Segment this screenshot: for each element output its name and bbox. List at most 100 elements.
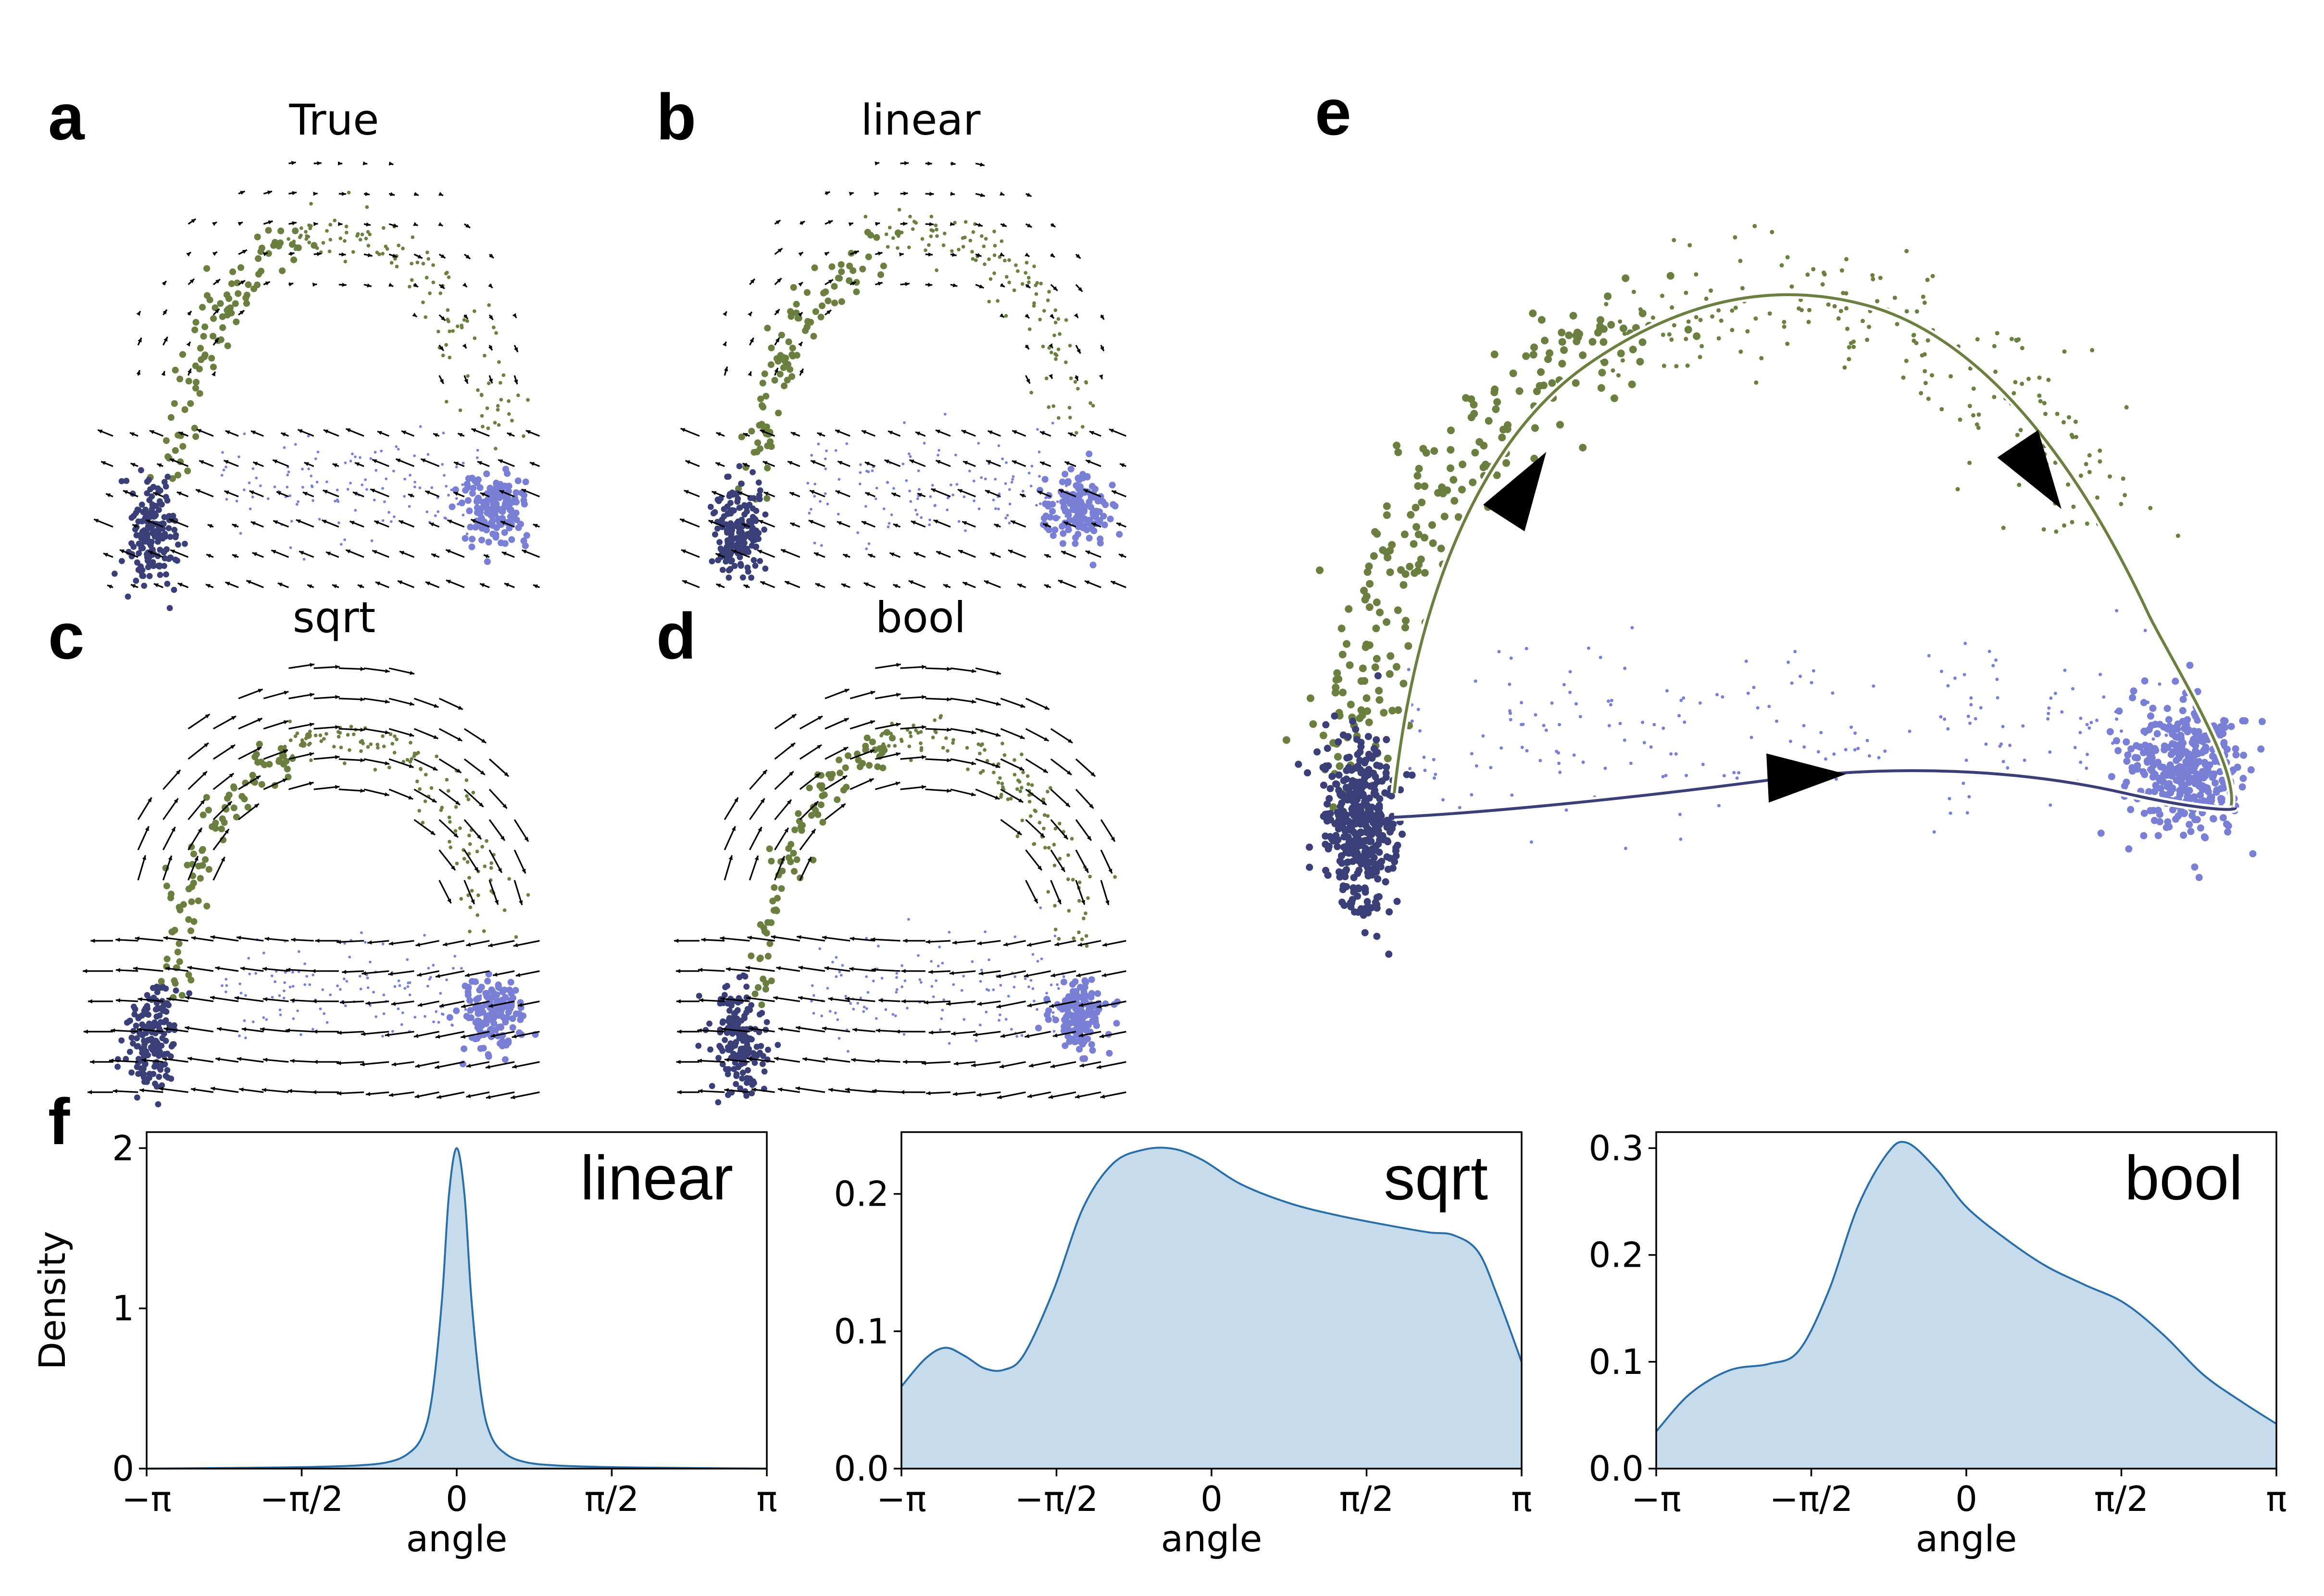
- scatter-point-green: [293, 734, 298, 738]
- scatter-point-green: [1693, 332, 1701, 340]
- scatter-point-dark-blue: [1356, 778, 1363, 786]
- velocity-arrowhead: [900, 1090, 904, 1095]
- scatter-point-light-blue: [813, 541, 816, 545]
- scatter-point-dark-blue: [162, 483, 169, 490]
- scatter-point-green: [1406, 562, 1414, 571]
- velocity-arrowhead: [748, 312, 752, 317]
- scatter-point-light-blue: [999, 984, 1002, 987]
- scatter-point-green: [305, 234, 309, 238]
- velocity-arrow: [870, 938, 900, 942]
- scatter-point-green: [738, 433, 745, 440]
- scatter-point-green: [1386, 670, 1394, 678]
- scatter-point-dark-blue: [1341, 873, 1349, 881]
- velocity-arrowhead: [971, 699, 976, 704]
- scatter-point-light-blue: [515, 524, 522, 531]
- scatter-point-green: [1067, 909, 1071, 913]
- scatter-point-dark-blue: [157, 572, 163, 578]
- scatter-point-green: [255, 255, 262, 262]
- velocity-arrowhead: [928, 283, 933, 287]
- velocity-arrowhead: [488, 378, 493, 384]
- velocity-arrowhead: [214, 309, 220, 313]
- scatter-point-green: [265, 227, 272, 234]
- velocity-arrowhead: [862, 430, 867, 435]
- scatter-point-light-blue: [835, 956, 838, 959]
- scatter-point-green: [1546, 349, 1554, 357]
- scatter-point-green: [1492, 405, 1500, 413]
- velocity-arrowhead: [215, 966, 220, 971]
- velocity-arrowhead: [962, 582, 968, 586]
- scatter-point-light-blue: [375, 1015, 378, 1018]
- scatter-point-light-blue: [987, 958, 991, 961]
- scatter-point-light-blue: [366, 976, 369, 980]
- scatter-point-light-blue: [838, 970, 841, 973]
- velocity-arrow: [388, 970, 414, 975]
- scatter-point-green: [919, 741, 923, 745]
- scatter-point-green: [838, 268, 845, 275]
- scatter-point-light-blue: [1065, 526, 1072, 534]
- velocity-arrowhead: [1020, 735, 1025, 739]
- scatter-point-green: [840, 786, 847, 794]
- scatter-point-green: [1046, 298, 1050, 302]
- scatter-point-green: [210, 315, 217, 322]
- scatter-point-light-blue: [329, 993, 332, 997]
- scatter-point-green: [837, 769, 844, 776]
- scatter-point-green: [1042, 813, 1047, 817]
- scatter-point-light-blue: [1062, 479, 1065, 483]
- velocity-arrowhead: [199, 460, 204, 464]
- scatter-point-green: [436, 329, 440, 334]
- scatter-point-green: [2020, 381, 2024, 386]
- velocity-arrowhead: [1065, 802, 1070, 807]
- scatter-point-light-blue: [476, 449, 479, 452]
- velocity-arrow: [260, 1028, 289, 1033]
- scatter-point-dark-blue: [144, 490, 150, 497]
- scatter-point-green: [411, 235, 415, 239]
- velocity-arrowhead: [162, 310, 167, 314]
- scatter-point-light-blue: [363, 941, 367, 944]
- scatter-point-light-blue: [437, 510, 440, 513]
- scatter-point-dark-blue: [132, 526, 138, 533]
- scatter-point-light-blue: [844, 995, 848, 998]
- scatter-point-green: [415, 779, 419, 784]
- scatter-point-dark-blue: [162, 1072, 169, 1079]
- scatter-point-green: [773, 906, 780, 913]
- scatter-point-green: [946, 749, 950, 753]
- velocity-arrowhead: [367, 940, 372, 945]
- velocity-arrowhead: [807, 857, 812, 862]
- velocity-arrowhead: [724, 366, 728, 372]
- scatter-point-dark-blue: [696, 993, 702, 999]
- scatter-point-light-blue: [886, 481, 889, 484]
- scatter-point-green: [1067, 406, 1072, 410]
- scatter-point-green: [1373, 598, 1381, 607]
- velocity-arrowhead: [393, 223, 398, 228]
- scatter-point-green: [1052, 843, 1056, 847]
- scatter-point-green: [1053, 826, 1058, 831]
- scatter-point-light-blue: [501, 529, 508, 536]
- velocity-arrowhead: [250, 430, 256, 435]
- scatter-point-green: [424, 773, 428, 777]
- scatter-point-green: [2107, 474, 2112, 479]
- velocity-arrowhead: [162, 1057, 167, 1061]
- scatter-point-green: [428, 291, 432, 295]
- scatter-point-green: [1694, 272, 1699, 277]
- scatter-point-green: [812, 807, 819, 814]
- scatter-point-green: [366, 244, 371, 248]
- velocity-arrowhead: [178, 432, 184, 436]
- scatter-point-light-blue: [968, 469, 971, 473]
- scatter-point-green: [961, 245, 965, 249]
- scatter-point-light-blue: [1036, 428, 1039, 431]
- velocity-arrowhead: [1000, 191, 1005, 196]
- scatter-point-dark-blue: [1333, 781, 1340, 788]
- velocity-arrowhead: [326, 551, 331, 556]
- scatter-point-green: [425, 250, 429, 254]
- scatter-point-dark-blue: [731, 562, 738, 569]
- velocity-arrowhead: [763, 492, 769, 496]
- velocity-arrowhead: [869, 749, 875, 754]
- scatter-point-light-blue: [359, 987, 362, 991]
- scatter-point-light-blue: [826, 986, 829, 990]
- velocity-arrowhead: [790, 523, 795, 527]
- velocity-arrowhead: [264, 936, 269, 941]
- velocity-arrowhead: [979, 284, 984, 288]
- velocity-arrowhead: [798, 965, 803, 970]
- scatter-point-green: [449, 845, 453, 849]
- scatter-point-green: [280, 752, 287, 760]
